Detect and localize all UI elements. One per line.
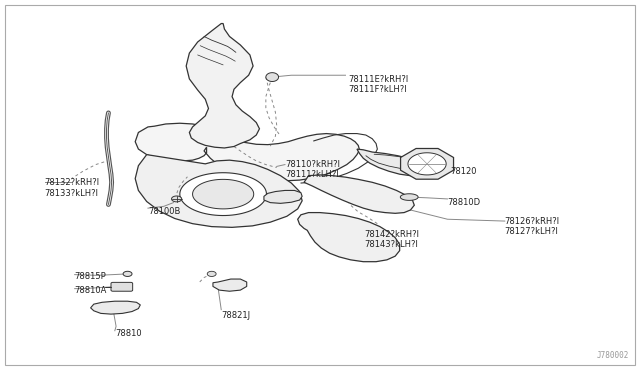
- PathPatch shape: [193, 179, 253, 209]
- FancyBboxPatch shape: [111, 282, 132, 291]
- PathPatch shape: [264, 190, 302, 203]
- PathPatch shape: [298, 212, 399, 262]
- Text: 78111E?kRH?l
78111F?kLH?l: 78111E?kRH?l 78111F?kLH?l: [349, 75, 409, 94]
- PathPatch shape: [213, 279, 246, 291]
- PathPatch shape: [91, 301, 140, 314]
- Text: 78110?kRH?l
78111?kLH?l: 78110?kRH?l 78111?kLH?l: [285, 160, 340, 179]
- PathPatch shape: [135, 155, 302, 227]
- PathPatch shape: [123, 271, 132, 276]
- PathPatch shape: [401, 194, 418, 201]
- Text: J780002: J780002: [596, 351, 629, 360]
- PathPatch shape: [207, 271, 216, 276]
- Text: 78142?kRH?l
78143?kLH?l: 78142?kRH?l 78143?kLH?l: [365, 230, 420, 249]
- Text: 78120: 78120: [451, 167, 477, 176]
- PathPatch shape: [186, 23, 259, 148]
- PathPatch shape: [180, 173, 266, 215]
- Text: 78810A: 78810A: [75, 286, 107, 295]
- Text: 78126?kRH?l
78127?kLH?l: 78126?kRH?l 78127?kLH?l: [505, 217, 560, 236]
- PathPatch shape: [266, 73, 278, 81]
- PathPatch shape: [304, 175, 414, 213]
- Text: 78132?kRH?l
78133?kLH?l: 78132?kRH?l 78133?kLH?l: [45, 178, 100, 198]
- Text: 78810: 78810: [115, 329, 141, 338]
- PathPatch shape: [401, 148, 454, 179]
- Text: 78821J: 78821J: [221, 311, 250, 320]
- Text: 78100B: 78100B: [148, 207, 180, 217]
- PathPatch shape: [172, 196, 182, 202]
- PathPatch shape: [357, 149, 428, 176]
- PathPatch shape: [135, 123, 360, 181]
- Text: 78815P: 78815P: [75, 272, 106, 281]
- PathPatch shape: [408, 153, 446, 175]
- Text: 78810D: 78810D: [447, 198, 481, 207]
